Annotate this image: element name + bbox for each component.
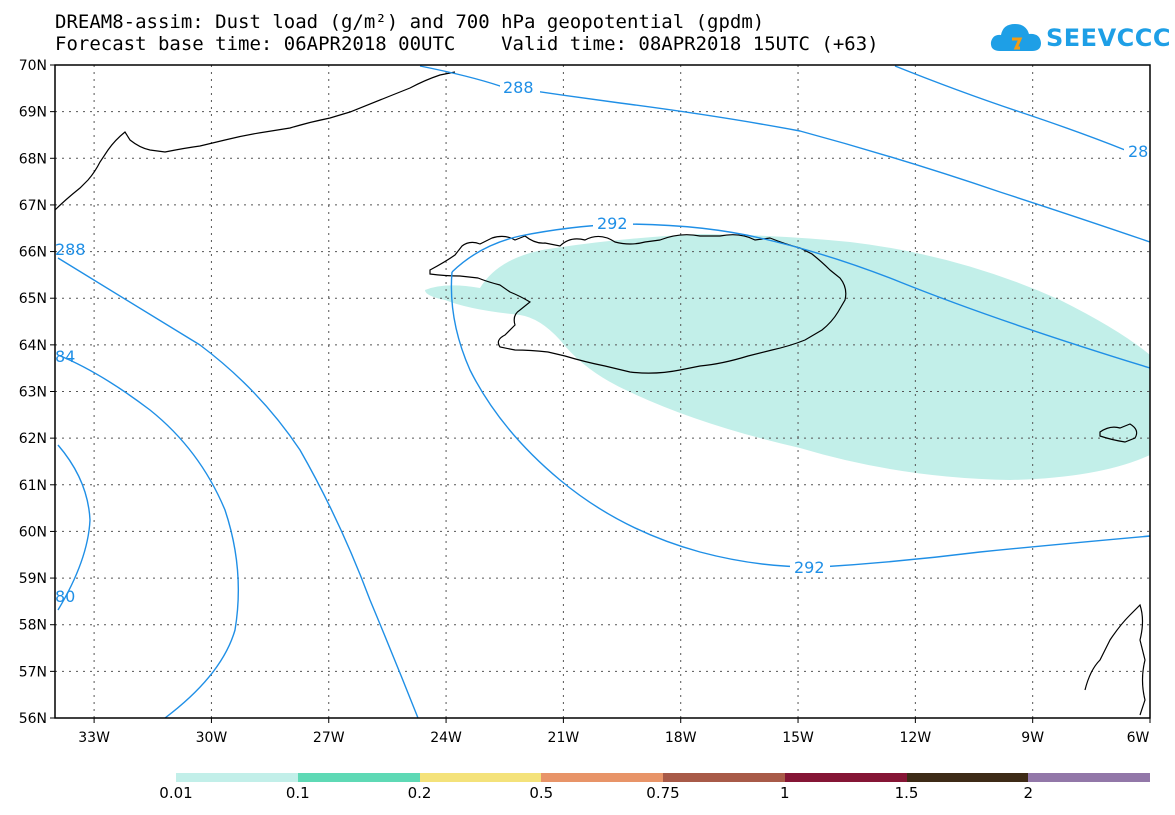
contour-labels: 288 288 28 292 292 84 80 [55, 78, 1150, 606]
dust-load-area [425, 234, 1150, 480]
map-gridlines [55, 65, 1150, 718]
latitude-label: 69N [19, 105, 47, 121]
contour-label: 292 [794, 558, 825, 577]
longitude-label: 24W [430, 730, 462, 746]
colorbar-label: 0.2 [407, 784, 432, 802]
latitude-label: 64N [19, 338, 47, 354]
logo-text: SEEVCCC [1046, 24, 1171, 52]
colorbar-label: 1.5 [894, 784, 919, 802]
latitude-label: 62N [19, 431, 47, 447]
longitude-label: 30W [196, 730, 228, 746]
latitude-label: 63N [19, 385, 47, 401]
contour-288-northeast [894, 65, 1126, 151]
colorbar-label: 0.1 [285, 784, 310, 802]
colorbar-swatch [784, 773, 907, 782]
longitude-axis: 33W 30W 27W 24W 21W 18W 15W 12W 9W 6W [78, 718, 1151, 746]
colorbar-label: 0.75 [646, 784, 680, 802]
contour-label: 288 [55, 240, 86, 259]
colorbar-label: 0.01 [159, 784, 193, 802]
colorbar-swatch [419, 773, 542, 782]
map-title-line-1: DREAM8-assim: Dust load (g/m²) and 700 h… [55, 11, 765, 33]
contour-284 [57, 354, 240, 719]
faroe-islands-coastline [1099, 423, 1138, 443]
longitude-label: 18W [665, 730, 697, 746]
latitude-label: 67N [19, 198, 47, 214]
colorbar-swatch [541, 773, 663, 782]
latitude-label: 61N [19, 478, 47, 494]
coastlines [54, 71, 1146, 716]
iceland-coastline [429, 234, 847, 374]
latitude-label: 58N [19, 618, 47, 634]
contour-label: 28 [1128, 142, 1148, 161]
longitude-label: 12W [900, 730, 932, 746]
contour-label: 292 [597, 214, 628, 233]
map-title-line-2: Forecast base time: 06APR2018 00UTC Vali… [55, 33, 879, 55]
contour-292-south [450, 271, 1151, 568]
longitude-label: 15W [782, 730, 814, 746]
latitude-label: 60N [19, 524, 47, 540]
longitude-label: 6W [1127, 730, 1150, 746]
colorbar-swatch [906, 773, 1029, 782]
contour-label: 288 [503, 78, 534, 97]
latitude-label: 68N [19, 151, 47, 167]
contour-label: 84 [55, 347, 75, 366]
colorbar-swatch [176, 773, 298, 782]
greenland-coastline [54, 71, 456, 211]
latitude-label: 59N [19, 571, 47, 587]
longitude-label: 9W [1021, 730, 1044, 746]
longitude-label: 21W [548, 730, 580, 746]
contour-280 [57, 444, 91, 611]
contour-288-west [57, 257, 419, 719]
contour-label: 80 [55, 587, 75, 606]
longitude-label: 27W [313, 730, 345, 746]
latitude-axis: 70N 69N 68N 67N 66N 65N 64N 63N 62N 61N 60N 59N 58N 5… [19, 58, 55, 727]
longitude-label: 33W [78, 730, 110, 746]
geopotential-contours [57, 65, 1151, 719]
latitude-label: 70N [19, 58, 47, 74]
contour-292 [451, 223, 1151, 369]
colorbar-label: 1 [779, 784, 790, 802]
cloud-logo-icon [990, 24, 1041, 51]
latitude-label: 66N [19, 245, 47, 261]
colorbar-swatch [663, 773, 785, 782]
colorbar-label: 2 [1023, 784, 1034, 802]
latitude-label: 57N [19, 664, 47, 680]
colorbar-swatch [1028, 773, 1150, 782]
latitude-label: 56N [19, 711, 47, 727]
latitude-label: 65N [19, 291, 47, 307]
colorbar-label: 0.5 [529, 784, 554, 802]
scotland-coastline [1084, 603, 1146, 716]
seevccc-logo: SEEVCCC [990, 20, 1171, 56]
colorbar-swatch [297, 773, 420, 782]
